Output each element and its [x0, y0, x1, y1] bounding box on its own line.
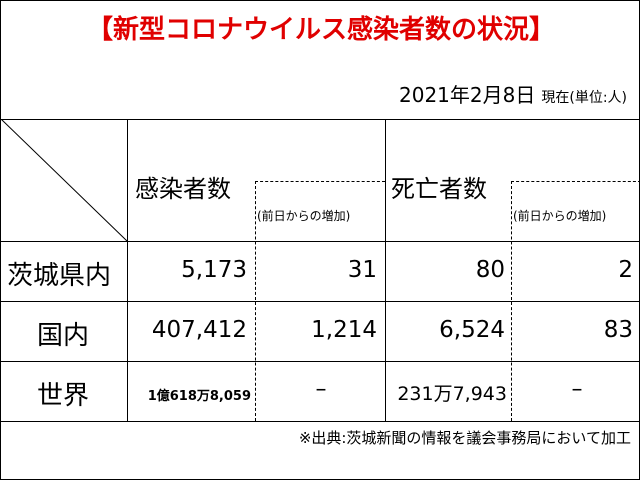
- header-deaths-change: (前日からの増加): [513, 209, 607, 223]
- row-divider-1: [1, 301, 640, 302]
- source-note: ※出典:茨城新聞の情報を議会事務局において加工: [298, 429, 631, 447]
- world-infected: 1億618万8,059: [147, 389, 251, 404]
- row-label-world: 世界: [37, 381, 90, 411]
- ibaraki-deaths-change: 2: [618, 257, 633, 283]
- dashed-header-line-left: [255, 181, 385, 182]
- world-deaths-change: –: [571, 377, 583, 402]
- header-infected: 感染者数: [135, 175, 231, 203]
- dashed-header-line-right: [511, 181, 640, 182]
- row-divider-2: [1, 361, 640, 362]
- domestic-infected: 407,412: [151, 317, 247, 343]
- row-label-ibaraki: 茨城県内: [7, 261, 112, 291]
- header-deaths: 死亡者数: [391, 175, 487, 203]
- unit-note: 現在(単位:人): [541, 90, 627, 106]
- report-date: 2021年2月8日: [399, 83, 536, 107]
- dashed-column-line-left: [255, 181, 256, 421]
- header-divider: [1, 241, 640, 242]
- table-top-border: [1, 119, 640, 120]
- date-line: 2021年2月8日 現在(単位:人): [399, 79, 627, 108]
- ibaraki-infected-change: 31: [347, 257, 377, 283]
- domestic-infected-change: 1,214: [311, 317, 377, 343]
- table-bottom-border: [1, 421, 640, 422]
- world-deaths: 231万7,943: [397, 383, 507, 405]
- domestic-deaths: 6,524: [439, 317, 505, 343]
- diagonal-header-line: [1, 119, 128, 242]
- ibaraki-infected: 5,173: [181, 257, 247, 283]
- dashed-column-line-right: [511, 181, 512, 421]
- column-divider-label: [127, 119, 128, 421]
- ibaraki-deaths: 80: [475, 257, 505, 283]
- row-label-domestic: 国内: [37, 321, 90, 351]
- header-infected-change: (前日からの増加): [257, 209, 351, 223]
- page-title: 【新型コロナウイルス感染者数の状況】: [86, 15, 555, 45]
- column-divider-middle: [385, 119, 386, 421]
- domestic-deaths-change: 83: [603, 317, 633, 343]
- world-infected-change: –: [315, 377, 327, 402]
